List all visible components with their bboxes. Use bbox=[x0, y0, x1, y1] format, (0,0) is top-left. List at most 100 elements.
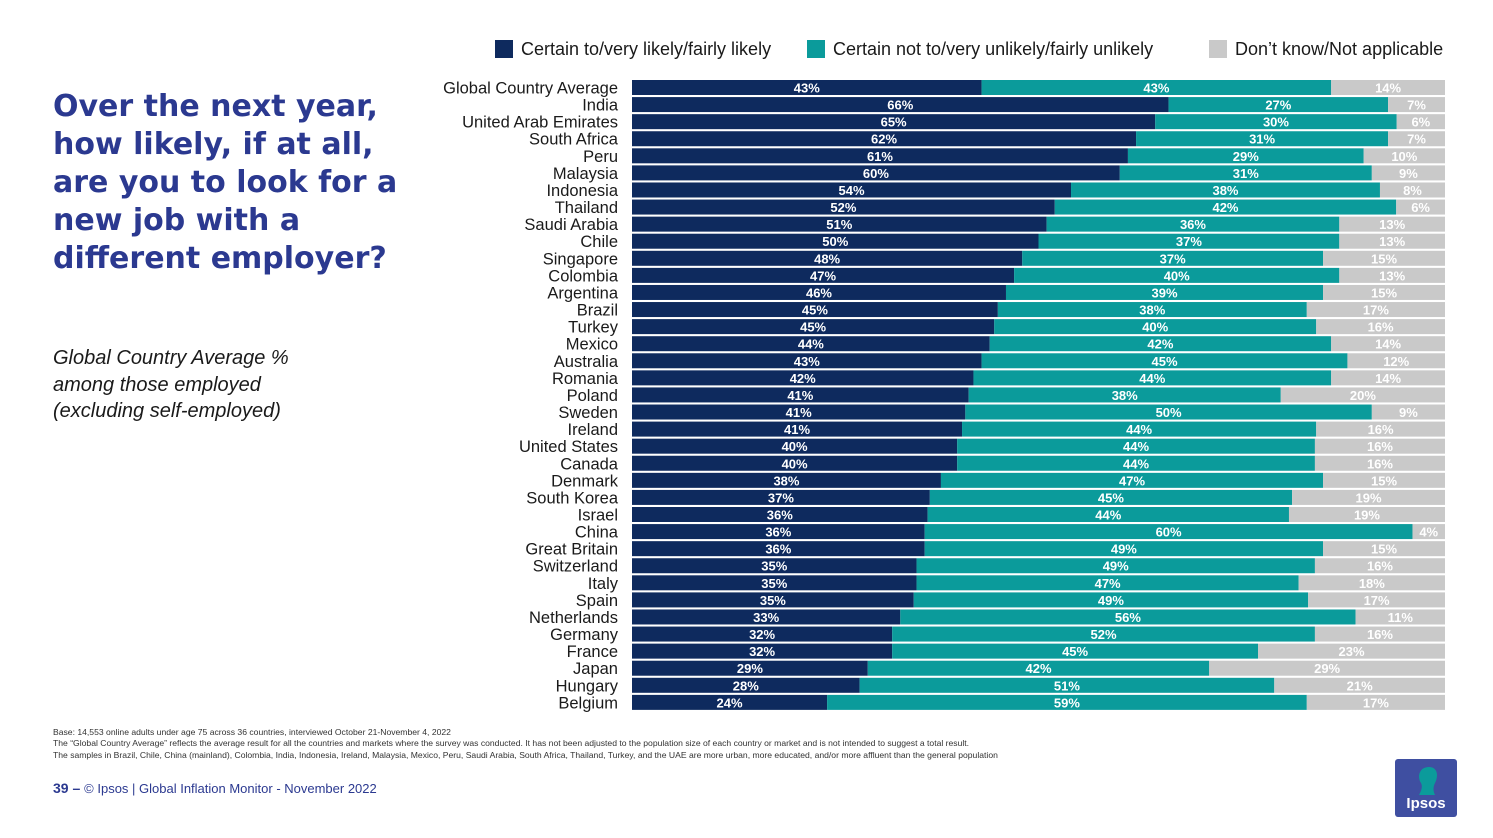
bar-likely-india bbox=[632, 97, 1169, 113]
data-label-unlikely-peru: 29% bbox=[1233, 149, 1259, 164]
bar-dontknow-spain bbox=[1308, 592, 1445, 608]
bar-dontknow-united-states bbox=[1314, 438, 1445, 454]
bar-dontknow-mexico bbox=[1331, 336, 1445, 352]
category-label-romania: Romania bbox=[552, 370, 619, 388]
bar-dontknow-australia bbox=[1347, 353, 1445, 369]
bar-likely-thailand bbox=[632, 199, 1055, 215]
bar-unlikely-canada bbox=[957, 455, 1315, 471]
data-label-likely-malaysia: 60% bbox=[863, 166, 889, 181]
bar-dontknow-global-country-average bbox=[1331, 80, 1445, 95]
category-label-great-britain: Great Britain bbox=[525, 541, 618, 559]
footnote-gca: The “Global Country Average” reflects th… bbox=[53, 738, 970, 749]
data-label-unlikely-china: 60% bbox=[1156, 525, 1182, 540]
data-label-dontknow-united-arab-emirates: 6% bbox=[1411, 115, 1430, 130]
bar-dontknow-hungary bbox=[1274, 677, 1445, 693]
bar-unlikely-mexico bbox=[989, 336, 1332, 352]
data-label-dontknow-chile: 13% bbox=[1379, 234, 1405, 249]
bar-dontknow-brazil bbox=[1306, 302, 1445, 318]
category-label-singapore: Singapore bbox=[543, 250, 618, 268]
data-label-unlikely-turkey: 40% bbox=[1142, 320, 1168, 335]
bar-dontknow-japan bbox=[1209, 660, 1445, 676]
data-label-unlikely-saudi-arabia: 36% bbox=[1180, 217, 1206, 232]
bar-dontknow-thailand bbox=[1396, 199, 1445, 215]
data-label-likely-india: 66% bbox=[887, 98, 913, 113]
data-label-likely-spain: 35% bbox=[760, 593, 786, 608]
bar-dontknow-saudi-arabia bbox=[1339, 216, 1445, 232]
bar-unlikely-israel bbox=[927, 507, 1289, 522]
bar-likely-china bbox=[632, 524, 925, 540]
bar-unlikely-south-africa bbox=[1136, 131, 1389, 147]
category-label-denmark: Denmark bbox=[551, 472, 619, 490]
bar-likely-ireland bbox=[632, 421, 963, 437]
bar-likely-brazil bbox=[632, 302, 998, 318]
bar-likely-italy bbox=[632, 575, 917, 591]
stacked-bar-chart: Global Country Average 43% 43% 14% India 66% 2… bbox=[443, 80, 1445, 712]
bar-unlikely-malaysia bbox=[1119, 165, 1372, 181]
bar-likely-australia bbox=[632, 353, 982, 369]
bar-dontknow-chile bbox=[1339, 233, 1445, 249]
bar-likely-turkey bbox=[632, 319, 995, 335]
category-label-indonesia: Indonesia bbox=[546, 182, 618, 200]
data-label-likely-thailand: 52% bbox=[830, 200, 856, 215]
bar-likely-france bbox=[632, 643, 893, 659]
data-label-dontknow-united-states: 16% bbox=[1367, 439, 1393, 454]
bar-likely-peru bbox=[632, 148, 1128, 164]
data-label-unlikely-romania: 44% bbox=[1139, 371, 1165, 386]
bar-dontknow-argentina bbox=[1323, 284, 1445, 300]
category-label-germany: Germany bbox=[550, 626, 619, 644]
category-label-argentina: Argentina bbox=[547, 284, 618, 302]
data-label-dontknow-belgium: 17% bbox=[1363, 695, 1389, 710]
category-label-hungary: Hungary bbox=[556, 677, 619, 695]
data-label-unlikely-south-korea: 45% bbox=[1098, 490, 1124, 505]
data-label-dontknow-canada: 16% bbox=[1367, 456, 1393, 471]
bar-dontknow-ireland bbox=[1316, 421, 1445, 437]
data-label-dontknow-indonesia: 8% bbox=[1403, 183, 1422, 198]
data-label-likely-canada: 40% bbox=[782, 456, 808, 471]
data-label-likely-switzerland: 35% bbox=[761, 559, 787, 574]
legend-item-dontknow: Don’t know/Not applicable bbox=[1209, 37, 1443, 61]
data-label-dontknow-mexico: 14% bbox=[1375, 337, 1401, 352]
bar-likely-mexico bbox=[632, 336, 990, 352]
data-label-dontknow-spain: 17% bbox=[1364, 593, 1390, 608]
category-label-peru: Peru bbox=[583, 148, 618, 166]
data-label-likely-ireland: 41% bbox=[784, 422, 810, 437]
category-label-india: India bbox=[582, 97, 619, 115]
category-label-global-country-average: Global Country Average bbox=[443, 80, 618, 98]
bar-unlikely-great-britain bbox=[924, 541, 1324, 557]
data-label-dontknow-south-africa: 7% bbox=[1407, 132, 1426, 147]
ipsos-logo: Ipsos bbox=[1395, 759, 1457, 817]
category-label-switzerland: Switzerland bbox=[533, 558, 618, 576]
legend-label-likely: Certain to/very likely/fairly likely bbox=[521, 38, 772, 59]
data-label-dontknow-turkey: 16% bbox=[1368, 320, 1394, 335]
bar-dontknow-india bbox=[1388, 97, 1445, 113]
data-label-dontknow-italy: 18% bbox=[1359, 576, 1385, 591]
bar-likely-spain bbox=[632, 592, 914, 608]
bar-likely-switzerland bbox=[632, 558, 917, 574]
category-label-malaysia: Malaysia bbox=[553, 165, 619, 183]
data-label-likely-saudi-arabia: 51% bbox=[826, 217, 852, 232]
bar-dontknow-malaysia bbox=[1371, 165, 1445, 181]
data-label-unlikely-indonesia: 38% bbox=[1212, 183, 1238, 198]
category-label-china: China bbox=[575, 524, 619, 542]
bar-dontknow-sweden bbox=[1371, 404, 1445, 420]
bar-dontknow-turkey bbox=[1316, 319, 1445, 335]
data-label-dontknow-germany: 16% bbox=[1367, 627, 1393, 642]
data-label-likely-indonesia: 54% bbox=[838, 183, 864, 198]
bar-unlikely-united-states bbox=[957, 438, 1315, 454]
bar-unlikely-italy bbox=[916, 575, 1299, 591]
bar-likely-great-britain bbox=[632, 541, 925, 557]
legend-swatch-unlikely bbox=[807, 40, 825, 58]
footer-text: © Ipsos | Global Inflation Monitor - Nov… bbox=[84, 781, 377, 796]
bar-likely-global-country-average bbox=[632, 80, 982, 95]
data-label-unlikely-sweden: 50% bbox=[1156, 405, 1182, 420]
category-label-france: France bbox=[567, 643, 618, 661]
data-label-likely-belgium: 24% bbox=[717, 695, 743, 710]
data-label-dontknow-saudi-arabia: 13% bbox=[1379, 217, 1405, 232]
bar-unlikely-united-arab-emirates bbox=[1155, 114, 1397, 130]
data-label-dontknow-china: 4% bbox=[1419, 525, 1438, 540]
bar-unlikely-france bbox=[892, 643, 1259, 659]
legend-swatch-dontknow bbox=[1209, 40, 1227, 58]
bar-dontknow-south-korea bbox=[1292, 489, 1445, 505]
category-label-italy: Italy bbox=[588, 575, 619, 593]
data-label-unlikely-germany: 52% bbox=[1091, 627, 1117, 642]
